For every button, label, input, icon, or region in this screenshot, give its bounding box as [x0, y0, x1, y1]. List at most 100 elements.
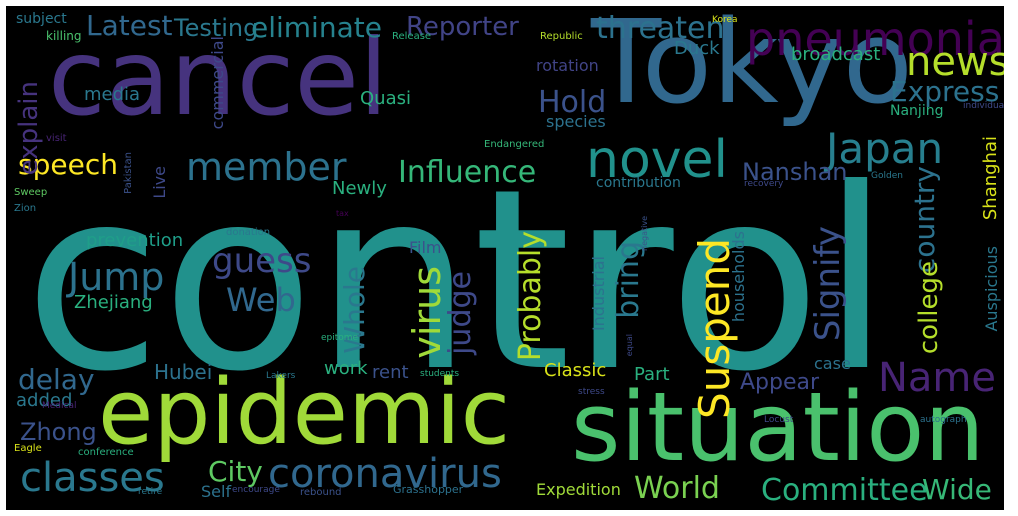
word-equal: equal	[625, 334, 634, 357]
word-species: species	[546, 112, 606, 131]
word-college: college	[914, 261, 944, 355]
word-japan: Japan	[826, 124, 944, 173]
word-explain: explain	[14, 81, 44, 176]
word-classes: classes	[20, 455, 165, 501]
word-news: news	[906, 39, 1004, 85]
word-pakistan: Pakistan	[123, 152, 134, 194]
word-reporter: Reporter	[406, 12, 519, 42]
word-web: Web	[226, 281, 296, 319]
word-golden: Golden	[871, 171, 903, 181]
word-tokyo: Tokyo	[591, 6, 913, 130]
word-eliminate: eliminate	[251, 11, 382, 44]
word-film: Film	[409, 238, 442, 257]
word-control: control	[24, 135, 891, 426]
word-delay: delay	[18, 363, 95, 396]
word-probably: Probably	[513, 231, 548, 362]
word-contribution: contribution	[596, 175, 681, 191]
word-encourage: encourage	[232, 485, 280, 495]
word-live: Live	[150, 166, 169, 199]
word-individual: individual	[963, 101, 1004, 111]
word-committee: Committee	[761, 473, 928, 508]
word-express: Express	[890, 75, 1000, 108]
word-duck: Duck	[674, 38, 720, 59]
word-shanghai: Shanghai	[980, 136, 1001, 221]
word-hubei: Hubei	[154, 360, 213, 384]
word-novel: novel	[586, 130, 728, 190]
word-households: households	[729, 231, 748, 323]
word-eagle: Eagle	[14, 443, 42, 454]
word-latest: Latest	[86, 9, 173, 42]
word-coronavirus: coronavirus	[268, 451, 502, 497]
word-threaten: threaten	[596, 11, 725, 46]
word-member: member	[186, 145, 347, 189]
word-speech: speech	[18, 148, 118, 181]
word-name: Name	[878, 355, 997, 401]
word-auspicious: Auspicious	[982, 246, 1001, 332]
word-city: City	[208, 455, 263, 488]
word-part: Part	[634, 364, 670, 385]
word-epidemic: epidemic	[98, 360, 511, 465]
word-lakers: Lakers	[266, 371, 296, 381]
word-sweep: Sweep	[14, 187, 48, 198]
word-guess: guess	[212, 241, 312, 281]
word-cancel: cancel	[48, 17, 389, 139]
word-rent: rent	[372, 362, 409, 383]
word-media: media	[84, 84, 141, 105]
word-country: country	[908, 166, 941, 274]
word-wide: Wide	[922, 473, 992, 506]
word-hold: Hold	[538, 85, 607, 120]
word-rotation: rotation	[536, 56, 599, 75]
word-influence: Influence	[398, 155, 537, 190]
word-korea: Korea	[712, 15, 738, 25]
word-commercial: commercial	[208, 36, 227, 130]
word-appear: Appear	[740, 370, 820, 395]
word-medical: Medical	[42, 401, 77, 411]
word-republic: Republic	[540, 31, 583, 42]
word-testing: Testing	[174, 14, 259, 42]
word-added: added	[16, 390, 73, 411]
word-grasshopper: Grasshopper	[393, 483, 464, 496]
word-release: Release	[392, 31, 432, 42]
word-situation: situation	[571, 373, 985, 483]
word-stress: stress	[578, 387, 605, 397]
word-epitome: epitome	[321, 333, 359, 343]
word-world: World	[634, 471, 720, 506]
word-zhong: Zhong	[20, 418, 97, 446]
word-signify: Signify	[808, 226, 848, 342]
word-endangered: Endangered	[484, 139, 545, 150]
word-subject: subject	[16, 11, 67, 27]
word-killing: killing	[46, 29, 82, 43]
word-donation: donation	[226, 227, 271, 238]
word-bring: bring	[611, 241, 646, 319]
word-pneumonia: pneumonia	[746, 12, 1004, 66]
word-recovery: recovery	[744, 179, 784, 189]
word-locust: Locust	[764, 415, 794, 425]
word-students: students	[420, 369, 460, 379]
word-quasi: Quasi	[360, 88, 411, 109]
word-cloud: control cancel Tokyo situation epidemic coron…	[6, 6, 1004, 510]
word-nanjing: Nanjing	[890, 103, 944, 119]
word-classic: Classic	[544, 360, 607, 381]
word-work: work	[324, 358, 368, 379]
word-expedition: Expedition	[536, 480, 621, 499]
word-tax: tax	[336, 209, 349, 218]
word-self: Self	[201, 482, 232, 501]
word-nanshan: Nanshan	[742, 158, 848, 186]
word-autograph: autograph	[920, 415, 967, 425]
word-rebound: rebound	[300, 487, 342, 498]
word-newly: Newly	[332, 178, 387, 199]
word-jump: Jump	[68, 255, 165, 299]
word-case: case	[814, 354, 851, 373]
word-judge: judge	[443, 271, 478, 355]
word-broadcast: broadcast	[791, 44, 881, 65]
word-zhejiang: Zhejiang	[74, 292, 153, 313]
word-prevention: prevention	[86, 230, 184, 251]
word-virus: virus	[405, 266, 449, 359]
word-industrial: Industrial	[589, 256, 608, 332]
word-retire: retire	[138, 487, 163, 497]
word-conference: conference	[78, 447, 134, 458]
word-zion: Zion	[14, 203, 37, 214]
word-negative: negative	[640, 216, 649, 251]
word-visit: visit	[46, 133, 67, 144]
